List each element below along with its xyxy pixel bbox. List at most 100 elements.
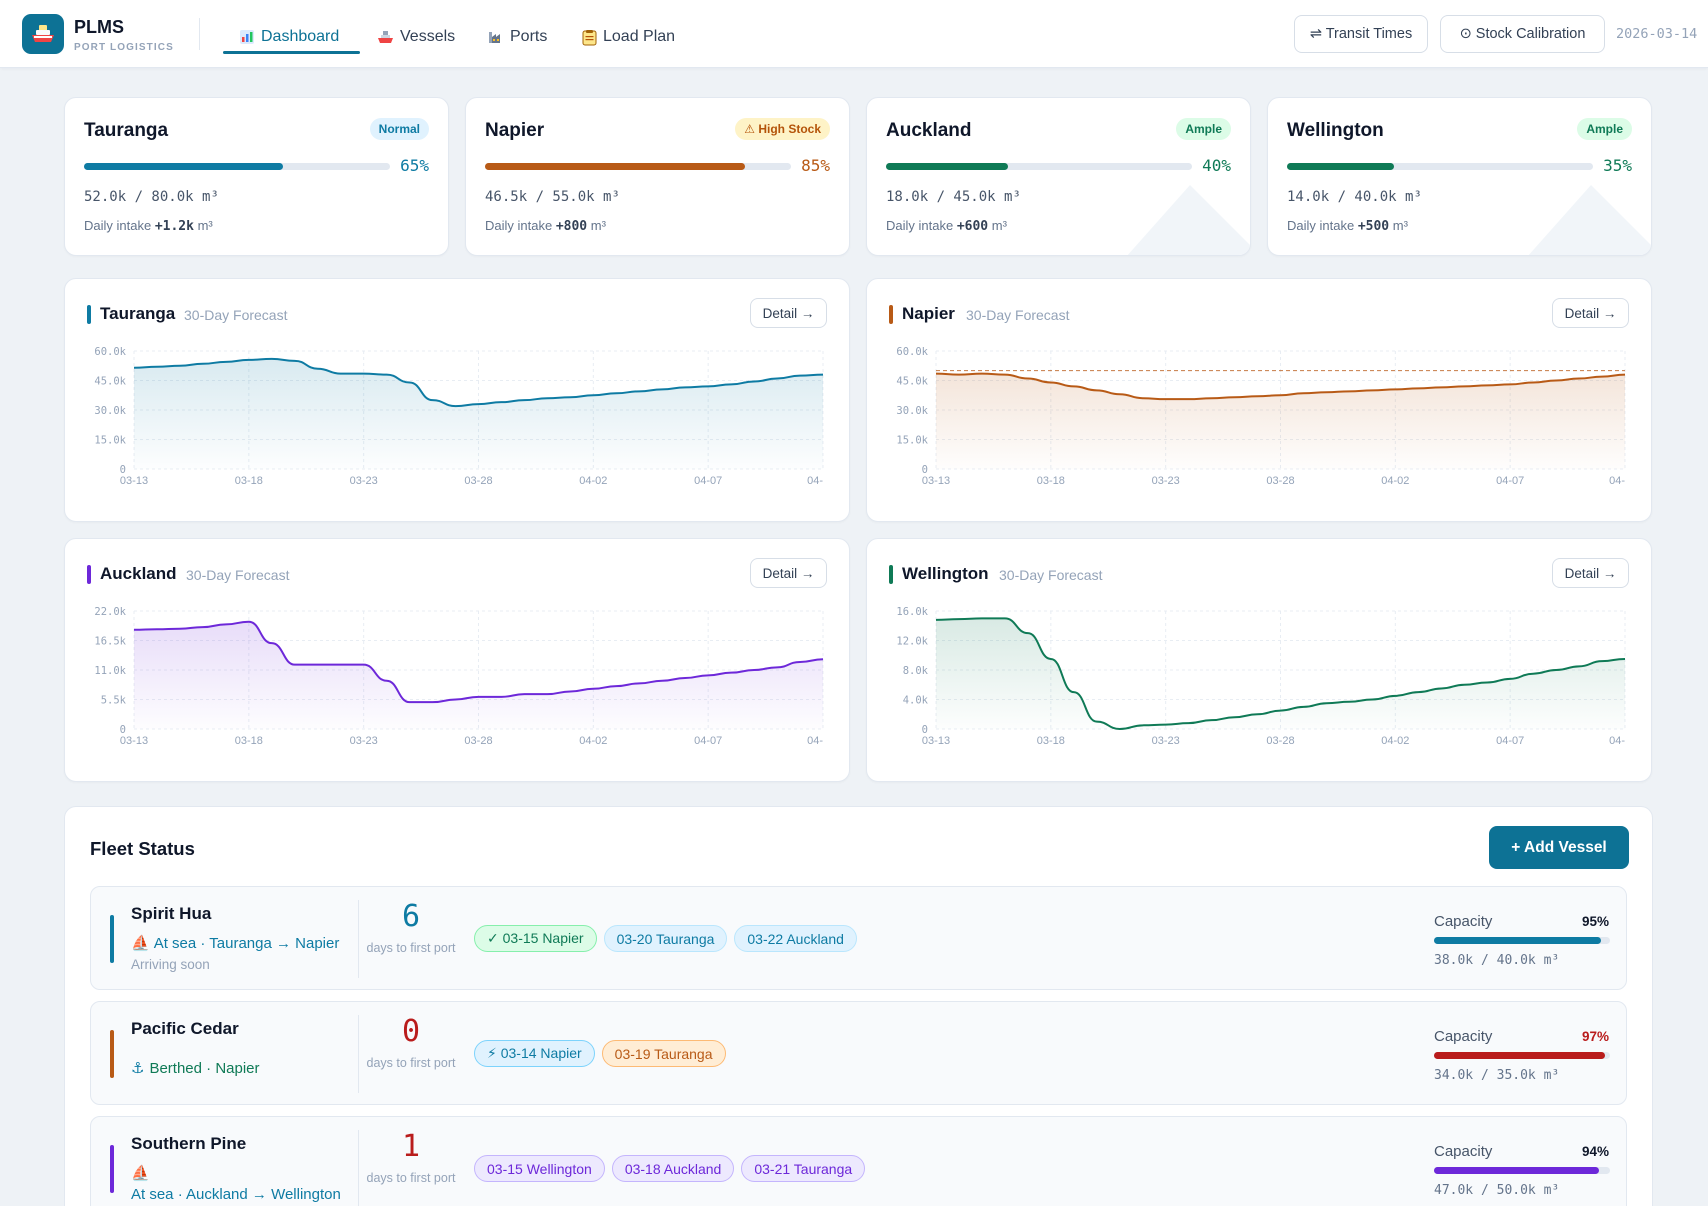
- forecast-line: [133, 357, 824, 408]
- nav-label: Vessels: [400, 28, 456, 45]
- daily-intake: Daily intake +600 m³: [886, 218, 1007, 234]
- port-name: Napier: [485, 120, 545, 141]
- port-card-tauranga[interactable]: Tauranga Normal 65% 52.0k / 80.0k m³ Dai…: [64, 97, 449, 256]
- vessel-row[interactable]: Southern Pine ⛵ At sea · Auckland → Well…: [90, 1116, 1627, 1206]
- nav-load-plan[interactable]: Load Plan: [582, 24, 675, 50]
- accent-bar: [87, 565, 91, 584]
- stock-bar: [485, 163, 791, 170]
- y-tick-label: 0: [922, 464, 928, 476]
- vessel-row[interactable]: Spirit Hua ⛵ At sea · Tauranga → Napier …: [90, 886, 1627, 990]
- status-badge: Ample: [1176, 118, 1231, 140]
- accent-bar: [110, 915, 114, 963]
- schedule-chip[interactable]: 03-22 Auckland: [734, 925, 857, 952]
- x-tick-label: 04-02: [1381, 475, 1409, 487]
- y-tick-label: 60.0k: [94, 346, 126, 358]
- forecast-area: [134, 621, 823, 729]
- stock-percent: 40%: [1202, 156, 1231, 175]
- stock-bar-fill: [485, 163, 746, 170]
- port-card-wellington[interactable]: Wellington Ample 35% 14.0k / 40.0k m³ Da…: [1267, 97, 1652, 256]
- nav-label: Ports: [510, 28, 548, 45]
- factory-icon: [489, 32, 500, 43]
- nav-ports[interactable]: Ports: [487, 24, 547, 50]
- detail-button[interactable]: Detail →: [1552, 558, 1629, 588]
- forecast-title: Tauranga: [100, 304, 176, 323]
- y-tick-label: 0: [922, 724, 928, 736]
- port-name: Tauranga: [84, 120, 169, 141]
- capacity-volume: 38.0k / 40.0k m³: [1434, 953, 1560, 968]
- schedule-chip[interactable]: 03-19 Tauranga: [601, 1040, 726, 1067]
- forecast-chart: 0 5.5k 11.0k 16.5k 22.0k 03-13 03-18 03-23 03-28…: [94, 606, 824, 747]
- x-tick-label: 04-02: [579, 475, 607, 487]
- capacity-percent: 94%: [1581, 1144, 1609, 1159]
- divider: [199, 18, 200, 50]
- detail-button[interactable]: Detail →: [1552, 298, 1629, 328]
- daily-intake: Daily intake +1.2k m³: [84, 218, 213, 234]
- add-vessel-button[interactable]: + Add Vessel: [1489, 826, 1629, 869]
- stock-calibration-button[interactable]: ⊙ Stock Calibration: [1440, 15, 1605, 53]
- schedule-chip[interactable]: 03-18 Auckland: [611, 1155, 735, 1182]
- schedule-chip[interactable]: 03-20 Tauranga: [603, 925, 728, 952]
- stock-bar: [886, 163, 1192, 170]
- logo[interactable]: [22, 14, 64, 54]
- mountain-decoration: [1127, 185, 1250, 255]
- x-tick-label: 03-28: [464, 475, 492, 487]
- schedule-chip[interactable]: ⚡ 03-14 Napier: [474, 1040, 595, 1067]
- forecast-line: [935, 372, 1626, 401]
- days-label: days to first port: [366, 1056, 456, 1070]
- y-tick-label: 11.0k: [94, 665, 126, 677]
- capacity-percent: 95%: [1581, 914, 1609, 929]
- port-name: Wellington: [1287, 120, 1384, 141]
- stock-percent: 65%: [400, 156, 429, 175]
- schedule-chip[interactable]: ✓ 03-15 Napier: [474, 925, 597, 952]
- port-name: Auckland: [886, 120, 972, 141]
- days-count: 6: [401, 899, 421, 934]
- x-tick-label: 03-23: [350, 475, 378, 487]
- x-tick-label: 04-: [807, 735, 823, 747]
- x-tick-label: 04-07: [694, 475, 722, 487]
- vessel-status: ⛵ At sea · Auckland → Wellington: [131, 1165, 341, 1203]
- forecast-area: [936, 618, 1625, 729]
- capacity-bar-fill: [1434, 1052, 1605, 1059]
- daily-intake: Daily intake +500 m³: [1287, 218, 1408, 234]
- accent-bar: [889, 305, 893, 324]
- y-tick-label: 12.0k: [896, 636, 928, 648]
- vessel-name: Southern Pine: [131, 1134, 247, 1153]
- vessel-note: Arriving soon: [131, 957, 210, 972]
- forecast-chart: 0 15.0k 30.0k 45.0k 60.0k 03-13 03-18 03-23 03-2…: [94, 346, 824, 487]
- forecast-card-tauranga: Tauranga 30-Day Forecast Detail → 0 15.0k…: [64, 278, 850, 522]
- fleet-title: Fleet Status: [90, 838, 195, 859]
- x-tick-label: 03-18: [235, 475, 263, 487]
- transit-times-button[interactable]: ⇌ Transit Times: [1294, 15, 1428, 53]
- detail-button[interactable]: Detail →: [750, 558, 827, 588]
- divider: [358, 1015, 359, 1093]
- y-tick-label: 5.5k: [101, 695, 127, 707]
- stock-volume: 46.5k / 55.0k m³: [485, 189, 620, 205]
- port-card-napier[interactable]: Napier ⚠ High Stock 85% 46.5k / 55.0k m³…: [465, 97, 850, 256]
- fleet-status-panel: Fleet Status + Add Vessel Spirit Hua ⛵ A…: [64, 806, 1653, 1206]
- y-tick-label: 22.0k: [94, 606, 126, 618]
- forecast-subtitle: 30-Day Forecast: [186, 567, 290, 583]
- nav-vessels[interactable]: Vessels: [377, 24, 455, 50]
- vessel-row[interactable]: Pacific Cedar ⚓ Berthed · Napier 0 days …: [90, 1001, 1627, 1105]
- nav-label: Load Plan: [603, 28, 676, 45]
- x-tick-label: 03-13: [120, 475, 148, 487]
- x-tick-label: 03-23: [350, 735, 378, 747]
- nav-dashboard[interactable]: Dashboard: [239, 24, 339, 50]
- y-tick-label: 8.0k: [903, 665, 929, 677]
- forecast-line: [133, 620, 824, 704]
- vessel-name: Pacific Cedar: [131, 1019, 239, 1038]
- stock-bar: [84, 163, 390, 170]
- detail-button[interactable]: Detail →: [750, 298, 827, 328]
- ship-logo-icon: [32, 25, 54, 42]
- forecast-area: [936, 373, 1625, 469]
- schedule-chip[interactable]: 03-15 Wellington: [474, 1155, 605, 1182]
- x-tick-label: 04-02: [579, 735, 607, 747]
- divider: [358, 1130, 359, 1206]
- port-card-auckland[interactable]: Auckland Ample 40% 18.0k / 45.0k m³ Dail…: [866, 97, 1251, 256]
- x-tick-label: 03-18: [1037, 475, 1065, 487]
- x-tick-label: 04-07: [694, 735, 722, 747]
- schedule-chip[interactable]: 03-21 Tauranga: [741, 1155, 866, 1182]
- stock-volume: 52.0k / 80.0k m³: [84, 189, 219, 205]
- accent-bar: [889, 565, 893, 584]
- forecast-subtitle: 30-Day Forecast: [999, 567, 1103, 583]
